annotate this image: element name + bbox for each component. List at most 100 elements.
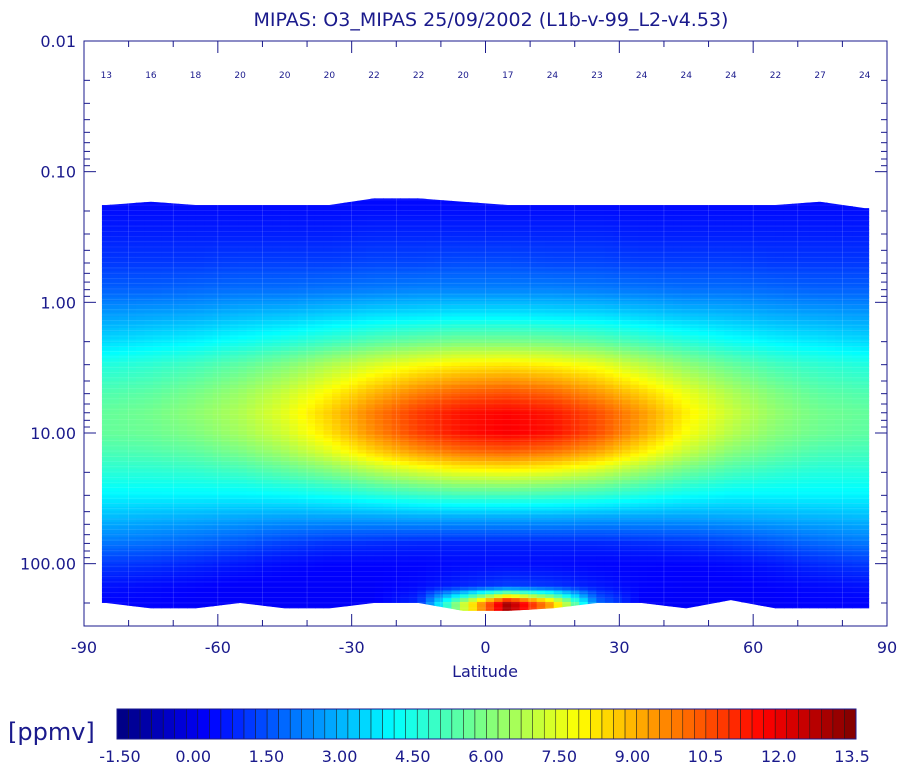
- field-cell: [664, 331, 674, 337]
- field-cell: [724, 373, 734, 378]
- field-cell: [587, 282, 597, 287]
- field-cell: [178, 396, 188, 401]
- field-cell: [724, 316, 734, 321]
- field-cell: [511, 316, 521, 321]
- field-cell: [451, 392, 461, 397]
- field-cell: [332, 404, 342, 409]
- field-cell: [289, 346, 299, 352]
- field-cell: [212, 251, 222, 257]
- field-cell: [306, 263, 316, 268]
- field-cell: [519, 343, 529, 348]
- field-cell: [408, 244, 418, 249]
- field-cell: [442, 213, 452, 219]
- field-cell: [775, 373, 785, 378]
- field-cell: [681, 251, 691, 257]
- field-cell: [118, 255, 129, 260]
- field-cell: [255, 354, 265, 359]
- field-cell: [442, 373, 452, 378]
- field-cell: [604, 305, 614, 310]
- field-cell: [238, 286, 248, 291]
- field-cell: [204, 240, 214, 245]
- field-cell: [229, 331, 239, 337]
- field-cell: [366, 274, 376, 280]
- field-cell: [673, 324, 683, 329]
- field-cell: [229, 232, 239, 238]
- field-cell: [238, 327, 248, 333]
- field-cell: [306, 365, 316, 371]
- field-cell: [681, 362, 691, 367]
- field-cell: [306, 232, 316, 238]
- field-cell: [690, 278, 700, 283]
- field-cell: [451, 305, 461, 310]
- field-cell: [494, 278, 504, 283]
- field-cell: [195, 362, 205, 367]
- field-cell: [570, 354, 580, 359]
- field-cell: [690, 225, 700, 230]
- field-cell: [553, 198, 563, 203]
- field-cell: [135, 362, 146, 367]
- field-cell: [656, 312, 666, 318]
- field-cell: [417, 247, 427, 253]
- field-cell: [715, 244, 725, 249]
- field-cell: [724, 240, 734, 245]
- field-cell: [579, 247, 589, 253]
- field-cell: [476, 259, 487, 264]
- field-cell: [459, 384, 470, 390]
- field-cell: [835, 263, 845, 268]
- field-cell: [638, 198, 649, 203]
- field-cell: [826, 251, 836, 257]
- field-cell: [783, 278, 794, 283]
- field-cell: [144, 259, 154, 264]
- field-cell: [843, 362, 853, 367]
- field-cell: [536, 384, 546, 390]
- field-cell: [238, 289, 248, 295]
- field-cell: [135, 198, 146, 200]
- field-cell: [792, 293, 802, 299]
- field-cell: [289, 320, 299, 325]
- field-cell: [553, 305, 563, 310]
- field-cell: [724, 327, 734, 333]
- field-cell: [391, 289, 401, 295]
- field-cell: [425, 392, 435, 397]
- field-cell: [587, 270, 597, 276]
- field-cell: [570, 225, 580, 230]
- field-cell: [596, 343, 606, 348]
- field-cell: [562, 400, 572, 405]
- field-cell: [494, 286, 504, 291]
- field-cell: [809, 308, 819, 314]
- field-cell: [332, 206, 342, 211]
- field-cell: [229, 244, 239, 249]
- field-cell: [758, 247, 768, 253]
- field-cell: [732, 392, 742, 397]
- field-cell: [178, 343, 188, 348]
- field-cell: [860, 324, 870, 329]
- field-cell: [707, 213, 717, 219]
- field-cell: [698, 209, 708, 215]
- field-cell: [118, 270, 129, 276]
- field-cell: [135, 247, 146, 253]
- field-cell: [553, 346, 563, 352]
- field-cell: [673, 388, 683, 394]
- field-cell: [238, 316, 248, 321]
- field-cell: [673, 289, 683, 295]
- field-cell: [809, 274, 819, 280]
- field-cell: [306, 198, 316, 200]
- field-cell: [826, 335, 836, 340]
- field-cell: [732, 373, 742, 378]
- field-cell: [835, 373, 845, 378]
- field-cell: [434, 384, 444, 390]
- field-cell: [766, 286, 776, 291]
- field-cell: [647, 316, 657, 321]
- field-cell: [451, 343, 461, 348]
- field-cell: [323, 396, 333, 401]
- field-cell: [690, 266, 700, 272]
- field-cell: [459, 388, 470, 394]
- field-cell: [144, 305, 154, 310]
- field-cell: [536, 232, 546, 238]
- field-cell: [110, 384, 120, 390]
- field-cell: [417, 286, 427, 291]
- field-cell: [400, 350, 410, 356]
- field-cell: [545, 244, 555, 249]
- field-cell: [434, 373, 444, 378]
- field-cell: [528, 381, 538, 386]
